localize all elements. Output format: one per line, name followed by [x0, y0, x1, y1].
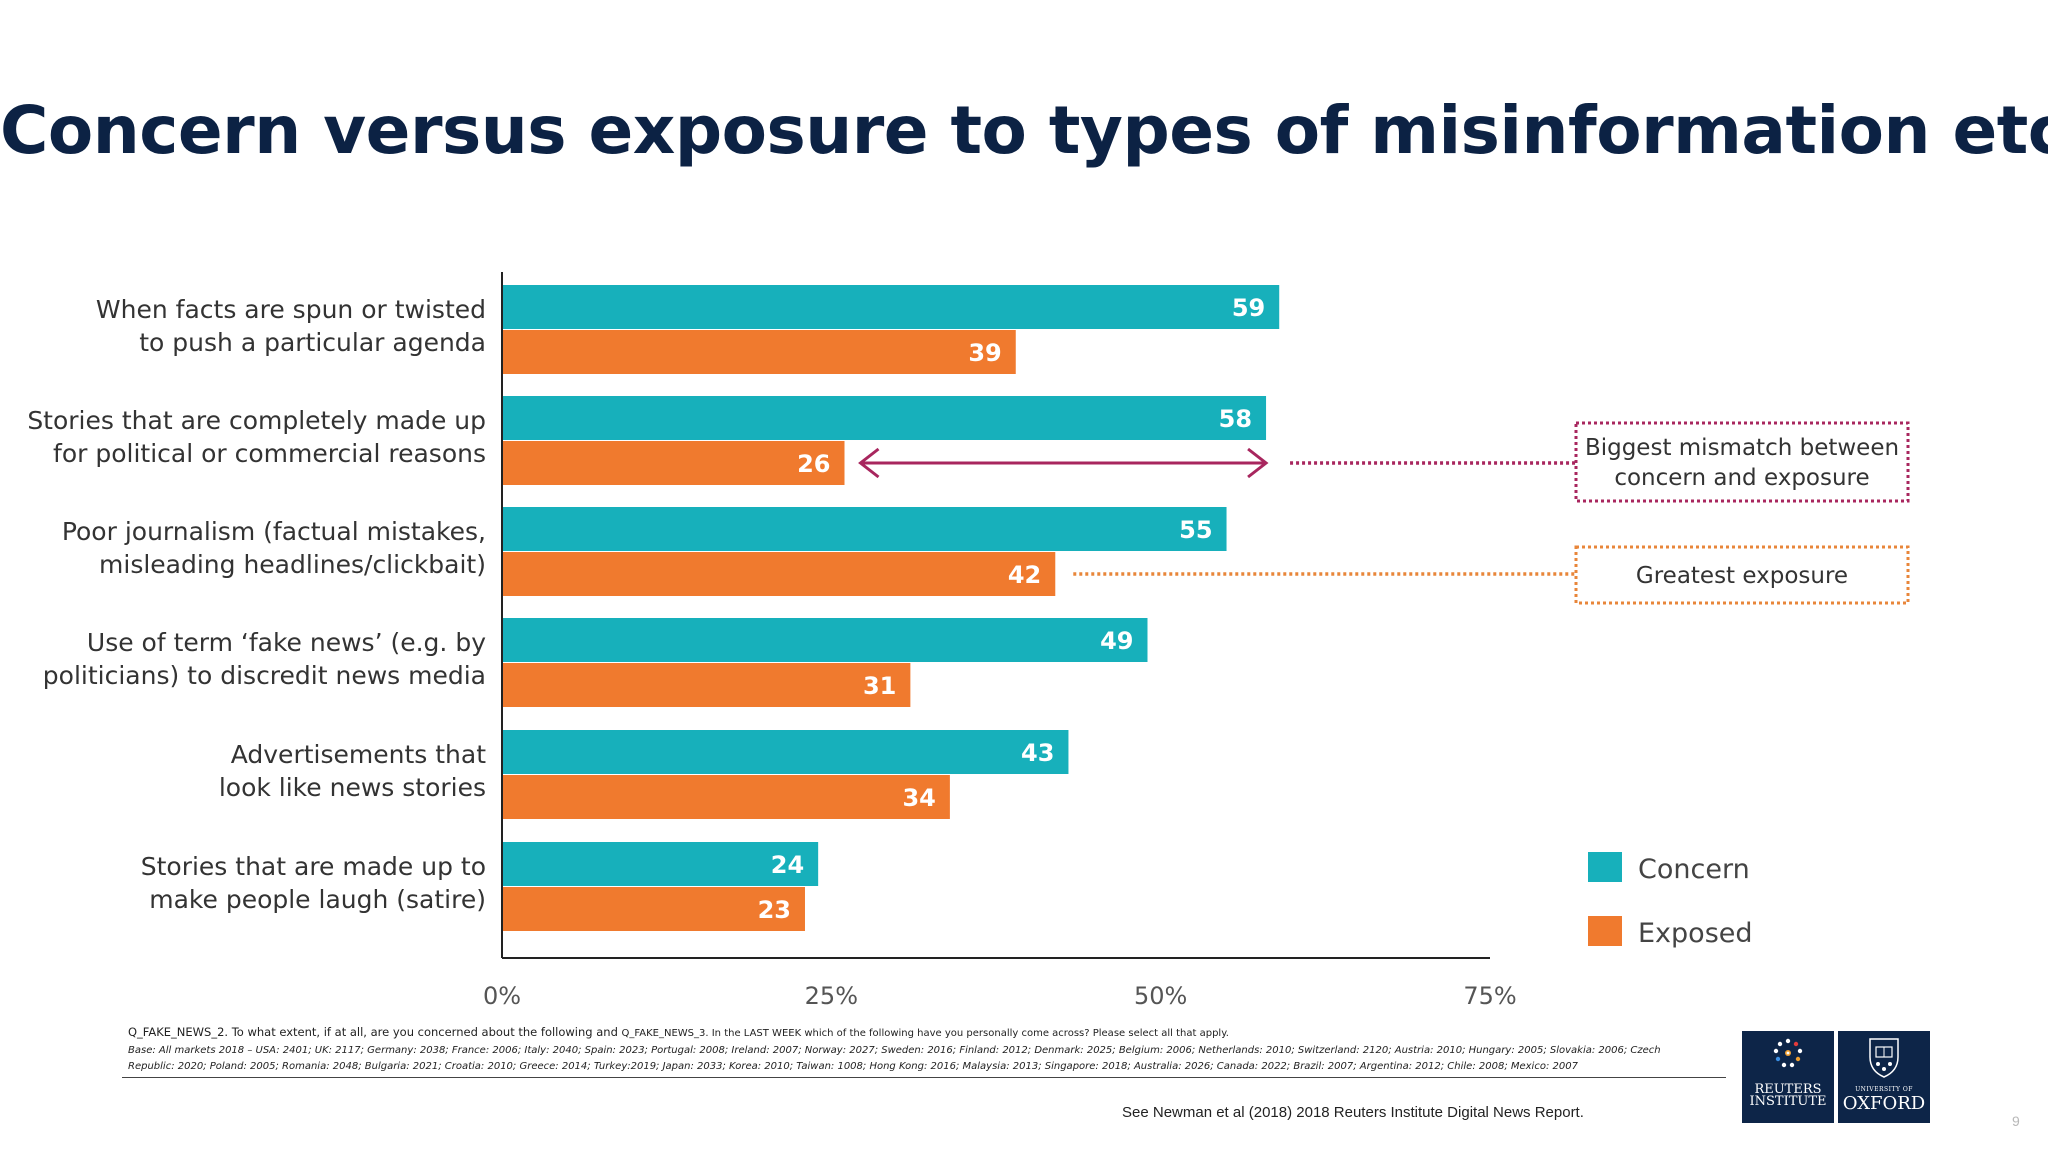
value-label-concern-3: 55: [1179, 516, 1212, 544]
reuters-logo-line-2: INSTITUTE: [1749, 1094, 1827, 1109]
value-label-concern-1: 59: [1232, 294, 1265, 322]
category-label-1-line-2: to push a particular agenda: [139, 328, 486, 357]
bar-concern-5: [502, 730, 1069, 774]
reuters-dots-icon: [1773, 1038, 1803, 1068]
category-label-6: Stories that are made up to make people l…: [141, 852, 486, 914]
x-tick-label-2: 25%: [805, 982, 858, 1010]
category-label-1: When facts are spun or twisted to push a …: [96, 295, 486, 357]
x-tick-label-3: 50%: [1134, 982, 1187, 1010]
question-part-2: Q_FAKE_NEWS_3. In the LAST WEEK which of…: [621, 1028, 1229, 1039]
source-citation: See Newman et al (2018) 2018 Reuters Ins…: [1122, 1104, 1584, 1121]
legend-label-concern: Concern: [1638, 854, 1750, 885]
axis-layer: 0% 25% 50% 75%: [483, 272, 1517, 1010]
category-label-4: Use of term ‘fake news’ (e.g. by politici…: [43, 628, 486, 690]
legend: Concern Exposed: [1588, 852, 1753, 949]
oxford-logo-line-1: UNIVERSITY OF: [1855, 1086, 1913, 1093]
bar-concern-3: [502, 507, 1227, 551]
bar-exposed-4: [502, 663, 911, 707]
category-label-4-line-2: politicians) to discredit news media: [43, 661, 486, 690]
bar-concern-2: [502, 396, 1267, 440]
value-label-concern-6: 24: [771, 851, 804, 879]
category-label-5-line-1: Advertisements that: [231, 740, 486, 769]
oxford-university-logo: UNIVERSITY OF OXFORD: [1838, 1031, 1930, 1123]
slide-title: Concern versus exposure to types of misi…: [0, 92, 2048, 169]
value-label-exposed-3: 42: [1008, 561, 1041, 589]
page-number: 9: [2012, 1113, 2020, 1129]
value-label-exposed-2: 26: [797, 450, 830, 478]
mismatch-arrow-head-right: [1247, 447, 1269, 479]
category-label-3-line-2: misleading headlines/clickbait): [99, 550, 486, 579]
value-label-exposed-1: 39: [968, 339, 1001, 367]
value-label-exposed-6: 23: [758, 896, 791, 924]
survey-question: Q_FAKE_NEWS_2. To what extent, if at all…: [128, 1025, 1708, 1039]
annotations-layer: Biggest mismatch between concern and expo…: [858, 421, 1910, 605]
x-tick-label-4: 75%: [1463, 982, 1516, 1010]
category-label-3: Poor journalism (factual mistakes, mislea…: [62, 517, 486, 579]
bar-concern-1: [502, 285, 1280, 329]
exposure-callout-line-1: Greatest exposure: [1636, 563, 1848, 589]
category-label-3-line-1: Poor journalism (factual mistakes,: [62, 517, 486, 546]
bar-exposed-3: [502, 552, 1056, 596]
reuters-institute-logo: REUTERS INSTITUTE: [1742, 1031, 1834, 1123]
mismatch-callout-line-1: Biggest mismatch between: [1585, 435, 1899, 461]
legend-swatch-concern: [1588, 852, 1622, 882]
bar-exposed-2: [502, 441, 845, 485]
category-label-6-line-1: Stories that are made up to: [141, 852, 486, 881]
category-label-2: Stories that are completely made up for p…: [27, 406, 486, 468]
value-label-concern-5: 43: [1021, 739, 1054, 767]
category-labels-layer: When facts are spun or twisted to push a …: [27, 295, 486, 914]
mismatch-callout-box: [1574, 421, 1910, 503]
category-label-5: Advertisements that look like news storie…: [219, 740, 486, 802]
category-label-4-line-1: Use of term ‘fake news’ (e.g. by: [87, 628, 486, 657]
question-part-1: Q_FAKE_NEWS_2. To what extent, if at all…: [128, 1025, 622, 1039]
reuters-logo-line-1: REUTERS: [1754, 1082, 1822, 1097]
category-label-5-line-2: look like news stories: [219, 773, 486, 802]
category-label-2-line-1: Stories that are completely made up: [27, 406, 486, 435]
value-label-exposed-4: 31: [863, 672, 896, 700]
category-label-2-line-2: for political or commercial reasons: [53, 439, 486, 468]
legend-swatch-exposed: [1588, 916, 1622, 946]
category-label-6-line-2: make people laugh (satire): [149, 885, 486, 914]
value-label-concern-2: 58: [1219, 405, 1252, 433]
bar-exposed-5: [502, 775, 950, 819]
legend-label-exposed: Exposed: [1638, 918, 1753, 949]
bar-exposed-6: [502, 887, 805, 931]
sample-base-note: Base: All markets 2018 – USA: 2401; UK: …: [128, 1045, 1661, 1072]
oxford-crest-icon: [1869, 1038, 1899, 1078]
value-label-exposed-5: 34: [902, 784, 935, 812]
x-tick-label-1: 0%: [483, 982, 521, 1010]
bar-concern-6: [502, 842, 819, 886]
value-label-concern-4: 49: [1100, 627, 1133, 655]
mismatch-arrow-head-left: [858, 447, 880, 479]
category-label-1-line-1: When facts are spun or twisted: [96, 295, 486, 324]
bar-exposed-1: [502, 330, 1016, 374]
exposure-callout-box: [1574, 545, 1910, 605]
oxford-logo-line-2: OXFORD: [1842, 1093, 1926, 1114]
bar-concern-4: [502, 618, 1148, 662]
bars-layer: 59 39 58 26 55 42 49 31 43 34 24 23: [502, 285, 1280, 931]
footer-divider: [122, 1077, 1726, 1078]
mismatch-callout-line-2: concern and exposure: [1614, 465, 1869, 491]
